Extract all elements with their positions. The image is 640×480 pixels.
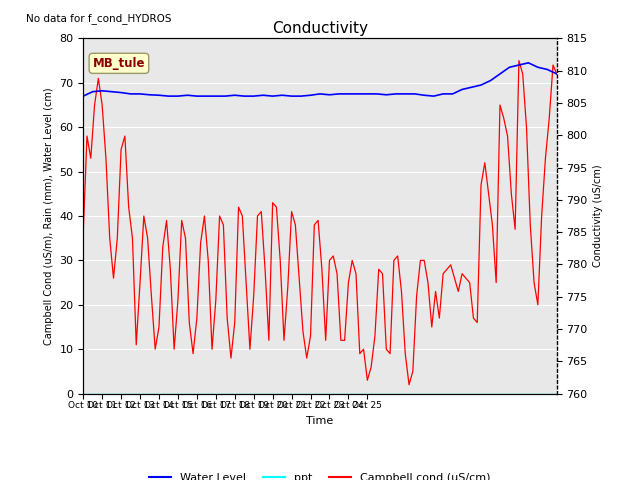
X-axis label: Time: Time [307,416,333,426]
Y-axis label: Conductivity (uS/cm): Conductivity (uS/cm) [593,165,604,267]
Text: MB_tule: MB_tule [93,57,145,70]
Legend: Water Level, ppt, Campbell cond (uS/cm): Water Level, ppt, Campbell cond (uS/cm) [145,468,495,480]
Title: Conductivity: Conductivity [272,21,368,36]
Text: No data for f_cond_HYDROS: No data for f_cond_HYDROS [26,13,172,24]
Y-axis label: Campbell Cond (uS/m), Rain (mm), Water Level (cm): Campbell Cond (uS/m), Rain (mm), Water L… [44,87,54,345]
